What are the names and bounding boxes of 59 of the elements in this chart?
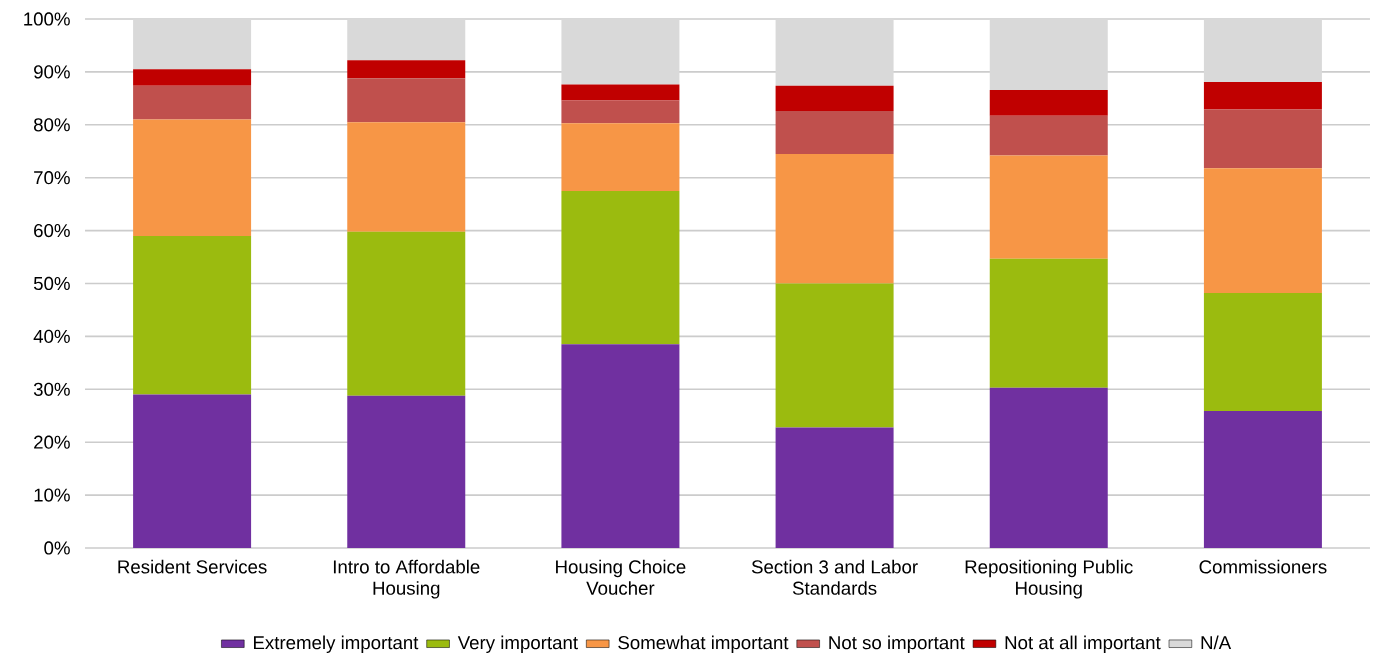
x-tick-label: Intro to Affordable Housing bbox=[333, 559, 480, 599]
bar bbox=[1203, 18, 1322, 82]
y-tick-label: 60% bbox=[34, 223, 70, 238]
legend-label: Very important bbox=[457, 635, 578, 653]
bar bbox=[347, 78, 466, 123]
bar bbox=[1203, 109, 1322, 169]
bar bbox=[561, 344, 680, 548]
y-tick-label: 70% bbox=[34, 171, 70, 185]
x-tick-label: Repositioning Public Housing bbox=[965, 559, 1133, 599]
bar bbox=[775, 283, 894, 428]
legend-label: Not so important bbox=[829, 635, 965, 653]
bar bbox=[133, 69, 252, 86]
legend-label: Not at all important bbox=[1005, 635, 1161, 653]
bar bbox=[561, 190, 680, 345]
bar bbox=[989, 115, 1108, 156]
bar bbox=[1203, 168, 1322, 294]
x-tick-label: Housing Choice Voucher bbox=[556, 559, 686, 595]
y-tick-label: 0% bbox=[44, 541, 70, 555]
bar bbox=[561, 18, 680, 85]
bar bbox=[989, 258, 1108, 388]
bar bbox=[775, 18, 894, 86]
bar bbox=[1203, 81, 1322, 110]
bar bbox=[347, 18, 466, 61]
y-tick-label: 20% bbox=[34, 435, 70, 449]
x-tick-label: Resident Services bbox=[118, 559, 267, 574]
legend-label: Somewhat important bbox=[618, 635, 789, 653]
bar bbox=[989, 387, 1108, 548]
y-tick-label: 40% bbox=[33, 329, 70, 343]
bar bbox=[775, 111, 894, 154]
x-tick-label: Commissioners bbox=[1199, 559, 1327, 574]
y-tick-label: 50% bbox=[33, 276, 70, 291]
x-tick-label: Section 3 and Labor Standards bbox=[751, 559, 918, 595]
bar bbox=[775, 153, 894, 284]
bar bbox=[347, 231, 466, 396]
y-tick-label: 100% bbox=[24, 12, 70, 26]
bar bbox=[133, 235, 252, 395]
bar bbox=[133, 394, 252, 548]
bar bbox=[347, 122, 466, 232]
bar bbox=[561, 100, 680, 124]
bar bbox=[133, 18, 252, 70]
legend-label: N/A bbox=[1201, 635, 1232, 650]
bar bbox=[775, 85, 894, 112]
y-tick-label: 10% bbox=[34, 488, 70, 502]
legend-label: Extremely important bbox=[253, 635, 419, 653]
bar bbox=[989, 18, 1108, 90]
bar bbox=[1203, 293, 1322, 411]
bar bbox=[989, 89, 1108, 116]
bar bbox=[775, 427, 894, 548]
y-tick-label: 90% bbox=[34, 65, 70, 79]
y-tick-label: 30% bbox=[33, 382, 70, 396]
bar bbox=[133, 85, 252, 120]
bar bbox=[561, 123, 680, 191]
bar bbox=[1203, 410, 1322, 548]
bar bbox=[347, 395, 466, 548]
bar bbox=[989, 155, 1108, 259]
bar bbox=[347, 60, 466, 79]
bar bbox=[133, 119, 252, 236]
bar bbox=[561, 84, 680, 101]
y-tick-label: 80% bbox=[33, 118, 70, 132]
